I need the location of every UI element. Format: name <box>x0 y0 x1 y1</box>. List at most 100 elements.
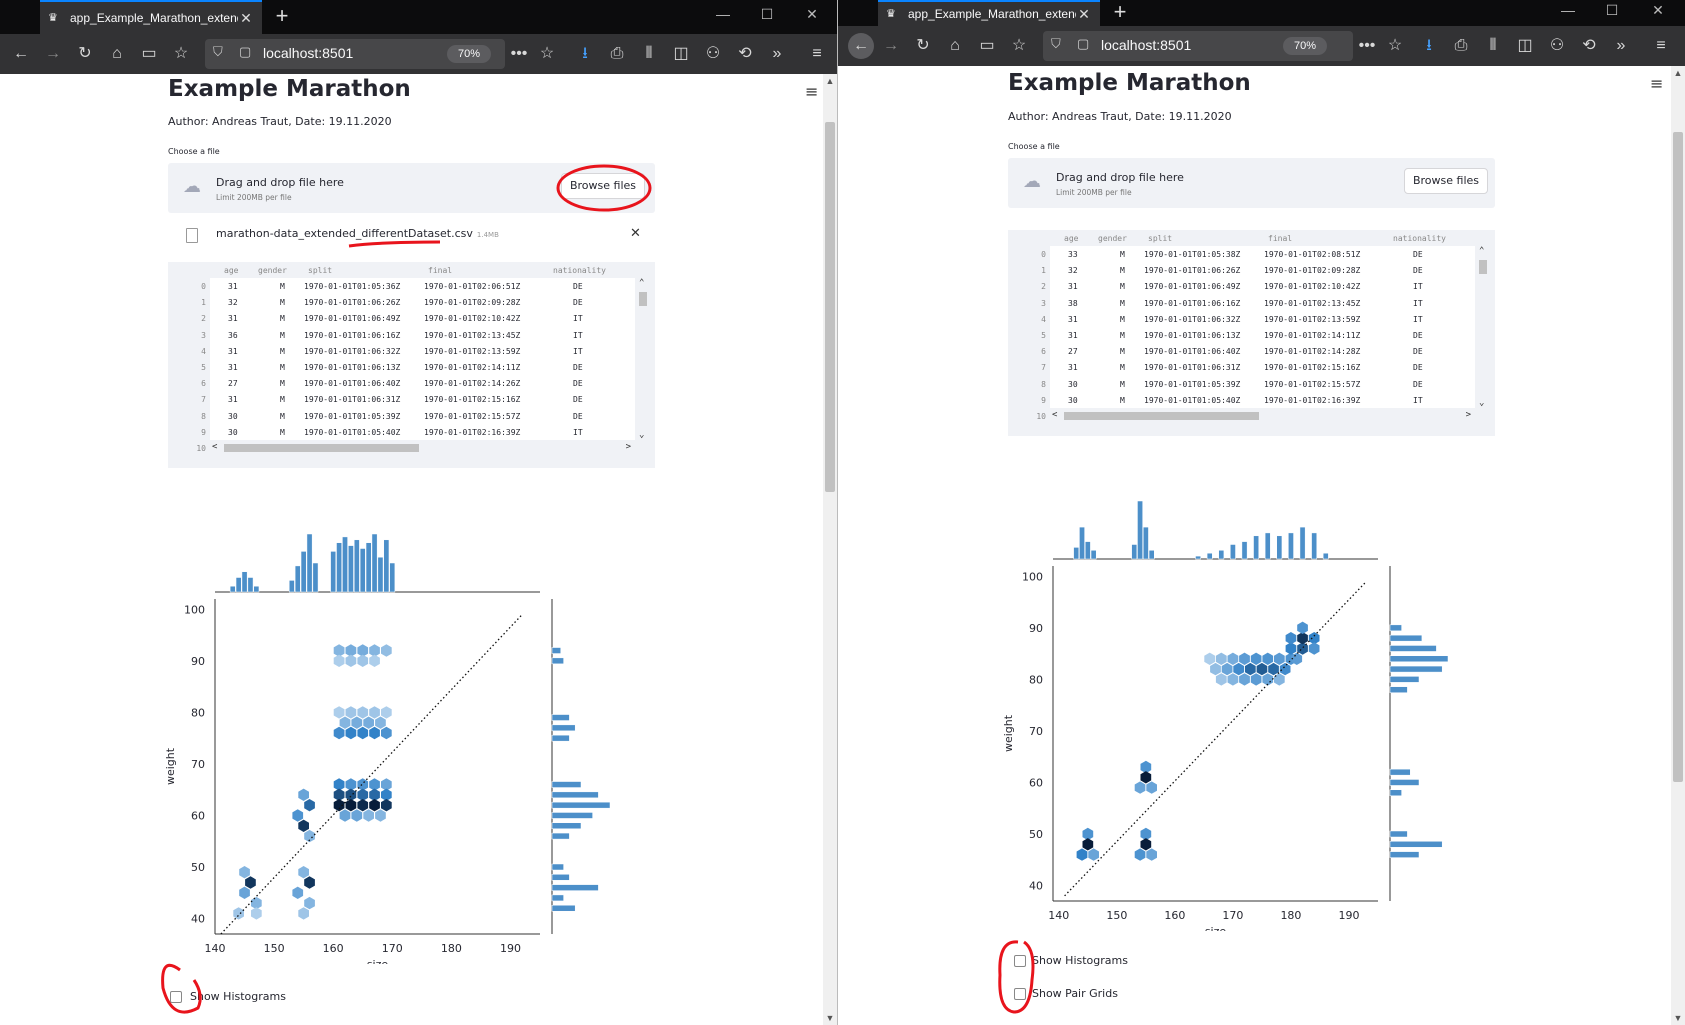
bookmark-page-icon[interactable]: ☆ <box>539 45 555 62</box>
table-row[interactable]: 5 31 M 1970-01-01T01:06:13Z 1970-01-01T02:14… <box>1008 327 1495 343</box>
column-header[interactable]: split <box>1148 234 1173 243</box>
scroll-down-icon[interactable]: ⌄ <box>1479 398 1485 408</box>
close-window-icon[interactable]: ✕ <box>806 6 818 22</box>
scrollbar-thumb[interactable] <box>639 292 647 306</box>
url-bar[interactable]: ⛉ ▢ localhost:8501 70% <box>1043 31 1353 61</box>
bookmark-star-icon[interactable]: ☆ <box>1011 37 1027 54</box>
new-tab-button[interactable]: + <box>275 3 289 28</box>
table-row[interactable]: 8 30 M 1970-01-01T01:05:39Z 1970-01-01T02:15… <box>168 408 655 424</box>
page-actions-icon[interactable]: ••• <box>510 45 528 62</box>
table-row[interactable]: 1 32 M 1970-01-01T01:06:26Z 1970-01-01T02:09… <box>168 294 655 310</box>
column-header[interactable]: nationality <box>553 266 606 275</box>
scroll-down-icon[interactable]: ⌄ <box>639 430 645 440</box>
app-menu-icon[interactable]: ≡ <box>1650 74 1664 93</box>
table-row[interactable]: 10 <box>168 440 655 456</box>
table-row[interactable]: 4 31 M 1970-01-01T01:06:32Z 1970-01-01T02:13… <box>1008 311 1495 327</box>
browse-files-button[interactable]: Browse files <box>561 173 645 199</box>
table-row[interactable]: 6 27 M 1970-01-01T01:06:40Z 1970-01-01T02:14… <box>1008 343 1495 359</box>
url-bar[interactable]: ⛉ ▢ localhost:8501 70% <box>205 39 505 69</box>
sidebar-icon[interactable]: ◫ <box>673 45 689 62</box>
private-mask-icon[interactable]: ⚇ <box>705 45 721 62</box>
file-dropzone[interactable]: ☁ Drag and drop file here Limit 200MB pe… <box>168 163 655 213</box>
reload-icon[interactable]: ↻ <box>916 37 930 54</box>
close-tab-icon[interactable]: ✕ <box>240 9 252 26</box>
back-icon[interactable]: ← <box>848 33 874 59</box>
page-actions-icon[interactable]: ••• <box>1358 37 1376 54</box>
scroll-down-icon[interactable]: ▼ <box>1673 1013 1683 1023</box>
show-histograms-checkbox[interactable] <box>170 991 182 1003</box>
scroll-left-icon[interactable]: < <box>1052 410 1058 420</box>
scrollbar-thumb[interactable] <box>224 444 419 452</box>
home-icon[interactable]: ⌂ <box>950 37 960 54</box>
table-row[interactable]: 5 31 M 1970-01-01T01:06:13Z 1970-01-01T02:14… <box>168 359 655 375</box>
forward-icon[interactable]: → <box>883 37 899 54</box>
table-row[interactable]: 2 31 M 1970-01-01T01:06:49Z 1970-01-01T02:10… <box>1008 278 1495 294</box>
reload-icon[interactable]: ↻ <box>78 45 92 62</box>
dataframe-table[interactable]: age gender split final nationality 0 33 M 1970-0… <box>1008 230 1495 436</box>
table-row[interactable]: 8 30 M 1970-01-01T01:05:39Z 1970-01-01T02:15… <box>1008 376 1495 392</box>
maximize-icon[interactable]: ☐ <box>1605 2 1619 18</box>
column-header[interactable]: gender <box>1098 234 1127 243</box>
page-scrollbar[interactable]: ▲ ▼ <box>1671 66 1685 1025</box>
table-row[interactable]: 0 31 M 1970-01-01T01:05:36Z 1970-01-01T02:06… <box>168 278 655 294</box>
minimize-icon[interactable]: — <box>1561 2 1575 18</box>
table-row[interactable]: 3 36 M 1970-01-01T01:06:16Z 1970-01-01T02:13… <box>168 327 655 343</box>
library-icon[interactable]: ⫴ <box>645 45 653 62</box>
screenshot-icon[interactable]: ▭ <box>141 45 157 62</box>
close-window-icon[interactable]: ✕ <box>1652 2 1664 18</box>
table-row[interactable]: 2 31 M 1970-01-01T01:06:49Z 1970-01-01T02:10… <box>168 310 655 326</box>
minimize-icon[interactable]: — <box>716 6 730 22</box>
scroll-left-icon[interactable]: < <box>212 442 218 452</box>
print-icon[interactable]: ⎙ <box>610 45 624 62</box>
table-row[interactable]: 7 31 M 1970-01-01T01:06:31Z 1970-01-01T02:15… <box>1008 359 1495 375</box>
scroll-right-icon[interactable]: > <box>625 442 631 452</box>
scroll-up-icon[interactable]: ⌃ <box>1479 246 1485 256</box>
scroll-down-icon[interactable]: ▼ <box>825 1013 835 1023</box>
bookmark-star-icon[interactable]: ☆ <box>173 45 189 62</box>
close-tab-icon[interactable]: ✕ <box>1078 5 1090 22</box>
column-header[interactable]: gender <box>258 266 287 275</box>
screenshot-icon[interactable]: ▭ <box>979 37 995 54</box>
sidebar-icon[interactable]: ◫ <box>1517 37 1533 54</box>
library-icon[interactable]: ⫴ <box>1489 37 1497 54</box>
table-horizontal-scrollbar[interactable]: < > <box>1050 410 1475 422</box>
table-vertical-scrollbar[interactable]: ⌃ ⌄ <box>637 278 649 440</box>
table-row[interactable]: 7 31 M 1970-01-01T01:06:31Z 1970-01-01T02:15… <box>168 391 655 407</box>
column-header[interactable]: age <box>1064 234 1079 243</box>
column-header[interactable]: final <box>428 266 453 275</box>
app-menu-icon[interactable]: ≡ <box>805 82 819 101</box>
table-row[interactable]: 9 30 M 1970-01-01T01:05:40Z 1970-01-01T02:16… <box>168 424 655 440</box>
table-row[interactable]: 6 27 M 1970-01-01T01:06:40Z 1970-01-01T02:14… <box>168 375 655 391</box>
browse-files-button[interactable]: Browse files <box>1404 168 1488 194</box>
new-tab-button[interactable]: + <box>1113 0 1127 24</box>
download-icon[interactable]: ⭳ <box>582 45 588 62</box>
show-histograms-checkbox[interactable] <box>1014 955 1026 967</box>
zoom-level[interactable]: 70% <box>1283 37 1327 55</box>
zoom-level[interactable]: 70% <box>447 45 491 63</box>
scroll-up-icon[interactable]: ▲ <box>1673 68 1683 78</box>
back-icon[interactable]: ← <box>13 45 29 62</box>
overflow-icon[interactable]: » <box>1616 37 1626 54</box>
page-scrollbar[interactable]: ▲ ▼ <box>823 74 837 1025</box>
scroll-right-icon[interactable]: > <box>1465 410 1471 420</box>
print-icon[interactable]: ⎙ <box>1454 37 1468 54</box>
home-icon[interactable]: ⌂ <box>112 45 122 62</box>
table-horizontal-scrollbar[interactable]: < > <box>210 442 635 454</box>
table-row[interactable]: 4 31 M 1970-01-01T01:06:32Z 1970-01-01T02:13… <box>168 343 655 359</box>
maximize-icon[interactable]: ☐ <box>760 6 774 22</box>
table-row[interactable]: 3 38 M 1970-01-01T01:06:16Z 1970-01-01T02:13… <box>1008 295 1495 311</box>
scrollbar-thumb[interactable] <box>1673 132 1683 782</box>
table-row[interactable]: 9 30 M 1970-01-01T01:05:40Z 1970-01-01T02:16… <box>1008 392 1495 408</box>
file-dropzone[interactable]: ☁ Drag and drop file here Limit 200MB pe… <box>1008 158 1495 208</box>
scrollbar-thumb[interactable] <box>1064 412 1259 420</box>
download-icon[interactable]: ⭳ <box>1426 37 1432 54</box>
menu-icon[interactable]: ≡ <box>1656 37 1666 54</box>
bookmark-page-icon[interactable]: ☆ <box>1387 37 1403 54</box>
browser-tab[interactable]: ♛ app_Example_Marathon_extended ✕ <box>40 0 262 34</box>
private-mask-icon[interactable]: ⚇ <box>1549 37 1565 54</box>
column-header[interactable]: final <box>1268 234 1293 243</box>
column-header[interactable]: split <box>308 266 333 275</box>
dataframe-table[interactable]: age gender split final nationality 0 31 M 1970-0… <box>168 262 655 468</box>
menu-icon[interactable]: ≡ <box>812 45 822 62</box>
table-vertical-scrollbar[interactable]: ⌃ ⌄ <box>1477 246 1489 408</box>
